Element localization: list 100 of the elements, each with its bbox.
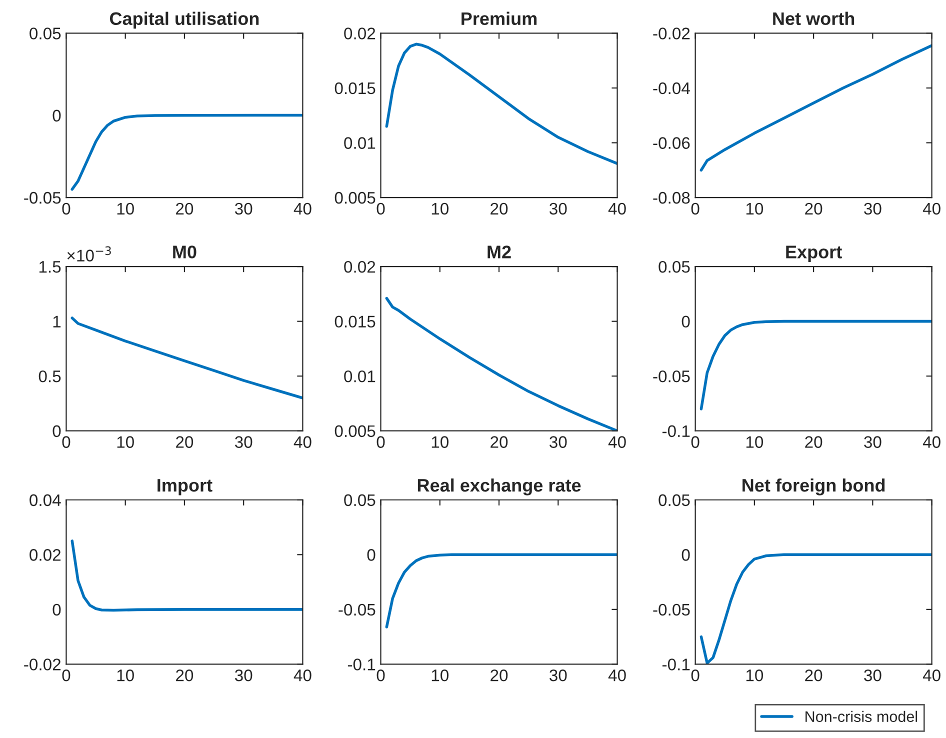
x-tick-label: 0 <box>376 436 385 448</box>
x-tick-label: 20 <box>490 436 508 448</box>
x-tick-label: 40 <box>922 670 940 682</box>
x-tick-label: 0 <box>62 436 70 448</box>
x-tick-label: 10 <box>117 202 134 215</box>
y-tick-label: -0.05 <box>653 370 690 382</box>
x-tick-label: 10 <box>746 436 764 448</box>
x-tick-label: 30 <box>864 436 882 448</box>
x-tick-label: 0 <box>62 202 70 215</box>
chart-title: Export <box>786 246 842 262</box>
line-series <box>385 42 618 165</box>
chart-title: Import <box>158 479 212 496</box>
x-tick-label: 10 <box>746 670 764 682</box>
y-tick-label: 1.5 <box>39 261 61 273</box>
x-tick-label: 10 <box>432 202 449 215</box>
y-tick-label: -0.1 <box>662 425 690 438</box>
y-tick-label: -0.1 <box>348 658 376 670</box>
line-series <box>700 553 932 664</box>
y-tick-label: -0.06 <box>653 137 690 149</box>
legend-label: Non-crisis model <box>806 710 918 722</box>
y-tick-label: 0.02 <box>344 28 376 40</box>
x-tick-label: 0 <box>691 202 700 215</box>
y-tick-label: 0 <box>52 110 61 122</box>
y-tick-label: 0.04 <box>30 494 61 506</box>
x-tick-label: 40 <box>922 202 940 215</box>
y-tick-label: 0.01 <box>344 370 376 382</box>
x-tick-label: 10 <box>117 670 134 682</box>
line-series <box>70 114 303 191</box>
y-tick-label: -0.08 <box>653 192 690 204</box>
y-tick-label: 0.02 <box>30 549 61 561</box>
y-tick-label: 0.05 <box>344 494 376 506</box>
x-tick-label: 10 <box>117 436 134 448</box>
y-tick-label: 0.02 <box>344 260 376 273</box>
y-tick-label: 0.05 <box>658 260 690 273</box>
x-tick-label: 30 <box>550 202 567 215</box>
x-tick-label: 30 <box>234 670 252 682</box>
x-tick-label: 20 <box>805 670 822 682</box>
x-tick-label: 10 <box>432 436 449 448</box>
x-tick-label: 30 <box>864 202 882 215</box>
y-tick-label: 0 <box>682 549 690 561</box>
chart-title: M2 <box>488 246 511 258</box>
y-tick-label: 0 <box>52 425 61 438</box>
y-tick-label: 0.01 <box>344 137 376 149</box>
x-tick-label: 0 <box>376 202 385 215</box>
x-tick-label: 30 <box>550 670 567 682</box>
x-tick-label: 20 <box>490 670 508 682</box>
y-tick-label: -0.05 <box>24 192 61 204</box>
chart-title: Net foreign bond <box>742 478 885 496</box>
x-tick-label: 0 <box>691 670 700 682</box>
x-tick-label: 40 <box>922 436 940 448</box>
x-tick-label: 30 <box>864 670 882 682</box>
y-tick-label: 0 <box>367 549 376 561</box>
chart-title: Capital utilisation <box>110 12 259 29</box>
x-tick-label: 40 <box>608 670 626 682</box>
x-tick-label: 40 <box>608 436 626 448</box>
y-tick-label: -0.02 <box>24 658 61 670</box>
y-tick-label: 0.005 <box>334 425 376 438</box>
x-tick-label: 10 <box>746 202 764 215</box>
x-tick-label: 0 <box>376 670 385 682</box>
chart-title: Net worth <box>773 12 854 26</box>
chart-title: Premium <box>462 12 537 26</box>
line-series <box>700 320 932 410</box>
x-tick-label: 20 <box>805 202 822 215</box>
x-tick-label: 20 <box>490 202 508 215</box>
y-tick-label: 0 <box>52 604 61 616</box>
x-tick-label: 30 <box>234 436 252 448</box>
y-tick-label: -0.1 <box>662 658 690 670</box>
x-tick-label: 30 <box>550 436 567 448</box>
y-tick-label: 0 <box>682 316 690 328</box>
x-tick-label: 0 <box>62 670 70 682</box>
y-tick-label: -0.02 <box>653 28 690 40</box>
text: ×10$^{−3}$ <box>67 246 111 262</box>
y-tick-label: 0.05 <box>658 494 690 506</box>
x-tick-label: 20 <box>176 670 194 682</box>
y-tick-label: 0.05 <box>30 28 61 40</box>
x-tick-label: 40 <box>608 202 626 215</box>
chart-title: Real exchange rate <box>418 478 581 496</box>
line-series <box>700 44 932 172</box>
line-series <box>385 553 618 628</box>
chart-title: M0 <box>173 246 196 258</box>
x-tick-label: 40 <box>294 436 312 448</box>
y-tick-label: 0.015 <box>334 82 376 94</box>
y-tick-label: -0.05 <box>653 604 690 616</box>
line-series <box>70 316 303 400</box>
line-series <box>70 540 303 612</box>
y-tick-label: -0.04 <box>653 82 690 94</box>
x-tick-label: 40 <box>294 670 312 682</box>
x-tick-label: 20 <box>805 436 822 448</box>
y-tick-label: 1 <box>53 316 61 328</box>
y-tick-label: 0.5 <box>38 370 61 382</box>
x-tick-label: 30 <box>234 202 252 215</box>
x-tick-label: 10 <box>432 670 449 682</box>
y-tick-label: -0.05 <box>338 604 376 616</box>
x-tick-label: 40 <box>294 202 312 215</box>
x-tick-label: 0 <box>691 436 700 448</box>
y-tick-label: 0.005 <box>334 192 376 204</box>
x-tick-label: 20 <box>176 202 194 215</box>
y-tick-label: 0.015 <box>334 316 376 328</box>
x-tick-label: 20 <box>176 436 194 448</box>
line-series <box>385 296 618 431</box>
